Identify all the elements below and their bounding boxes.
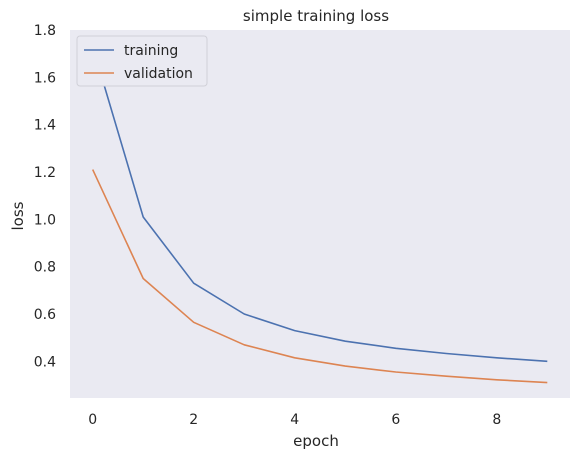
- x-axis-label: epoch: [293, 432, 339, 450]
- y-tick-label: 1.6: [34, 70, 56, 86]
- legend-label-training: training: [124, 43, 178, 59]
- x-tick-labels: 0 2 4 6 8: [88, 412, 501, 428]
- y-tick-label: 0.4: [34, 354, 56, 370]
- x-tick-label: 2: [189, 412, 198, 428]
- series-line-validation: [91, 169, 548, 384]
- series-line-training: [91, 46, 548, 363]
- y-tick-labels: 0.4 0.6 0.8 1.0 1.2 1.4 1.6 1.8: [34, 23, 56, 370]
- y-tick-label: 0.8: [34, 260, 56, 276]
- x-tick-label: 8: [492, 412, 501, 428]
- x-tick-label: 4: [290, 412, 299, 428]
- y-axis-label: loss: [9, 201, 27, 230]
- series-lines: [91, 46, 548, 384]
- legend-label-validation: validation: [124, 66, 193, 82]
- y-tick-label: 1.8: [34, 23, 56, 39]
- y-tick-label: 0.6: [34, 307, 56, 323]
- legend: training validation: [76, 35, 208, 87]
- x-tick-label: 0: [88, 412, 97, 428]
- chart-title: simple training loss: [243, 7, 389, 25]
- y-tick-label: 1.2: [34, 165, 56, 181]
- y-tick-label: 1.4: [34, 118, 56, 134]
- y-tick-label: 1.0: [34, 212, 56, 228]
- x-tick-label: 6: [391, 412, 400, 428]
